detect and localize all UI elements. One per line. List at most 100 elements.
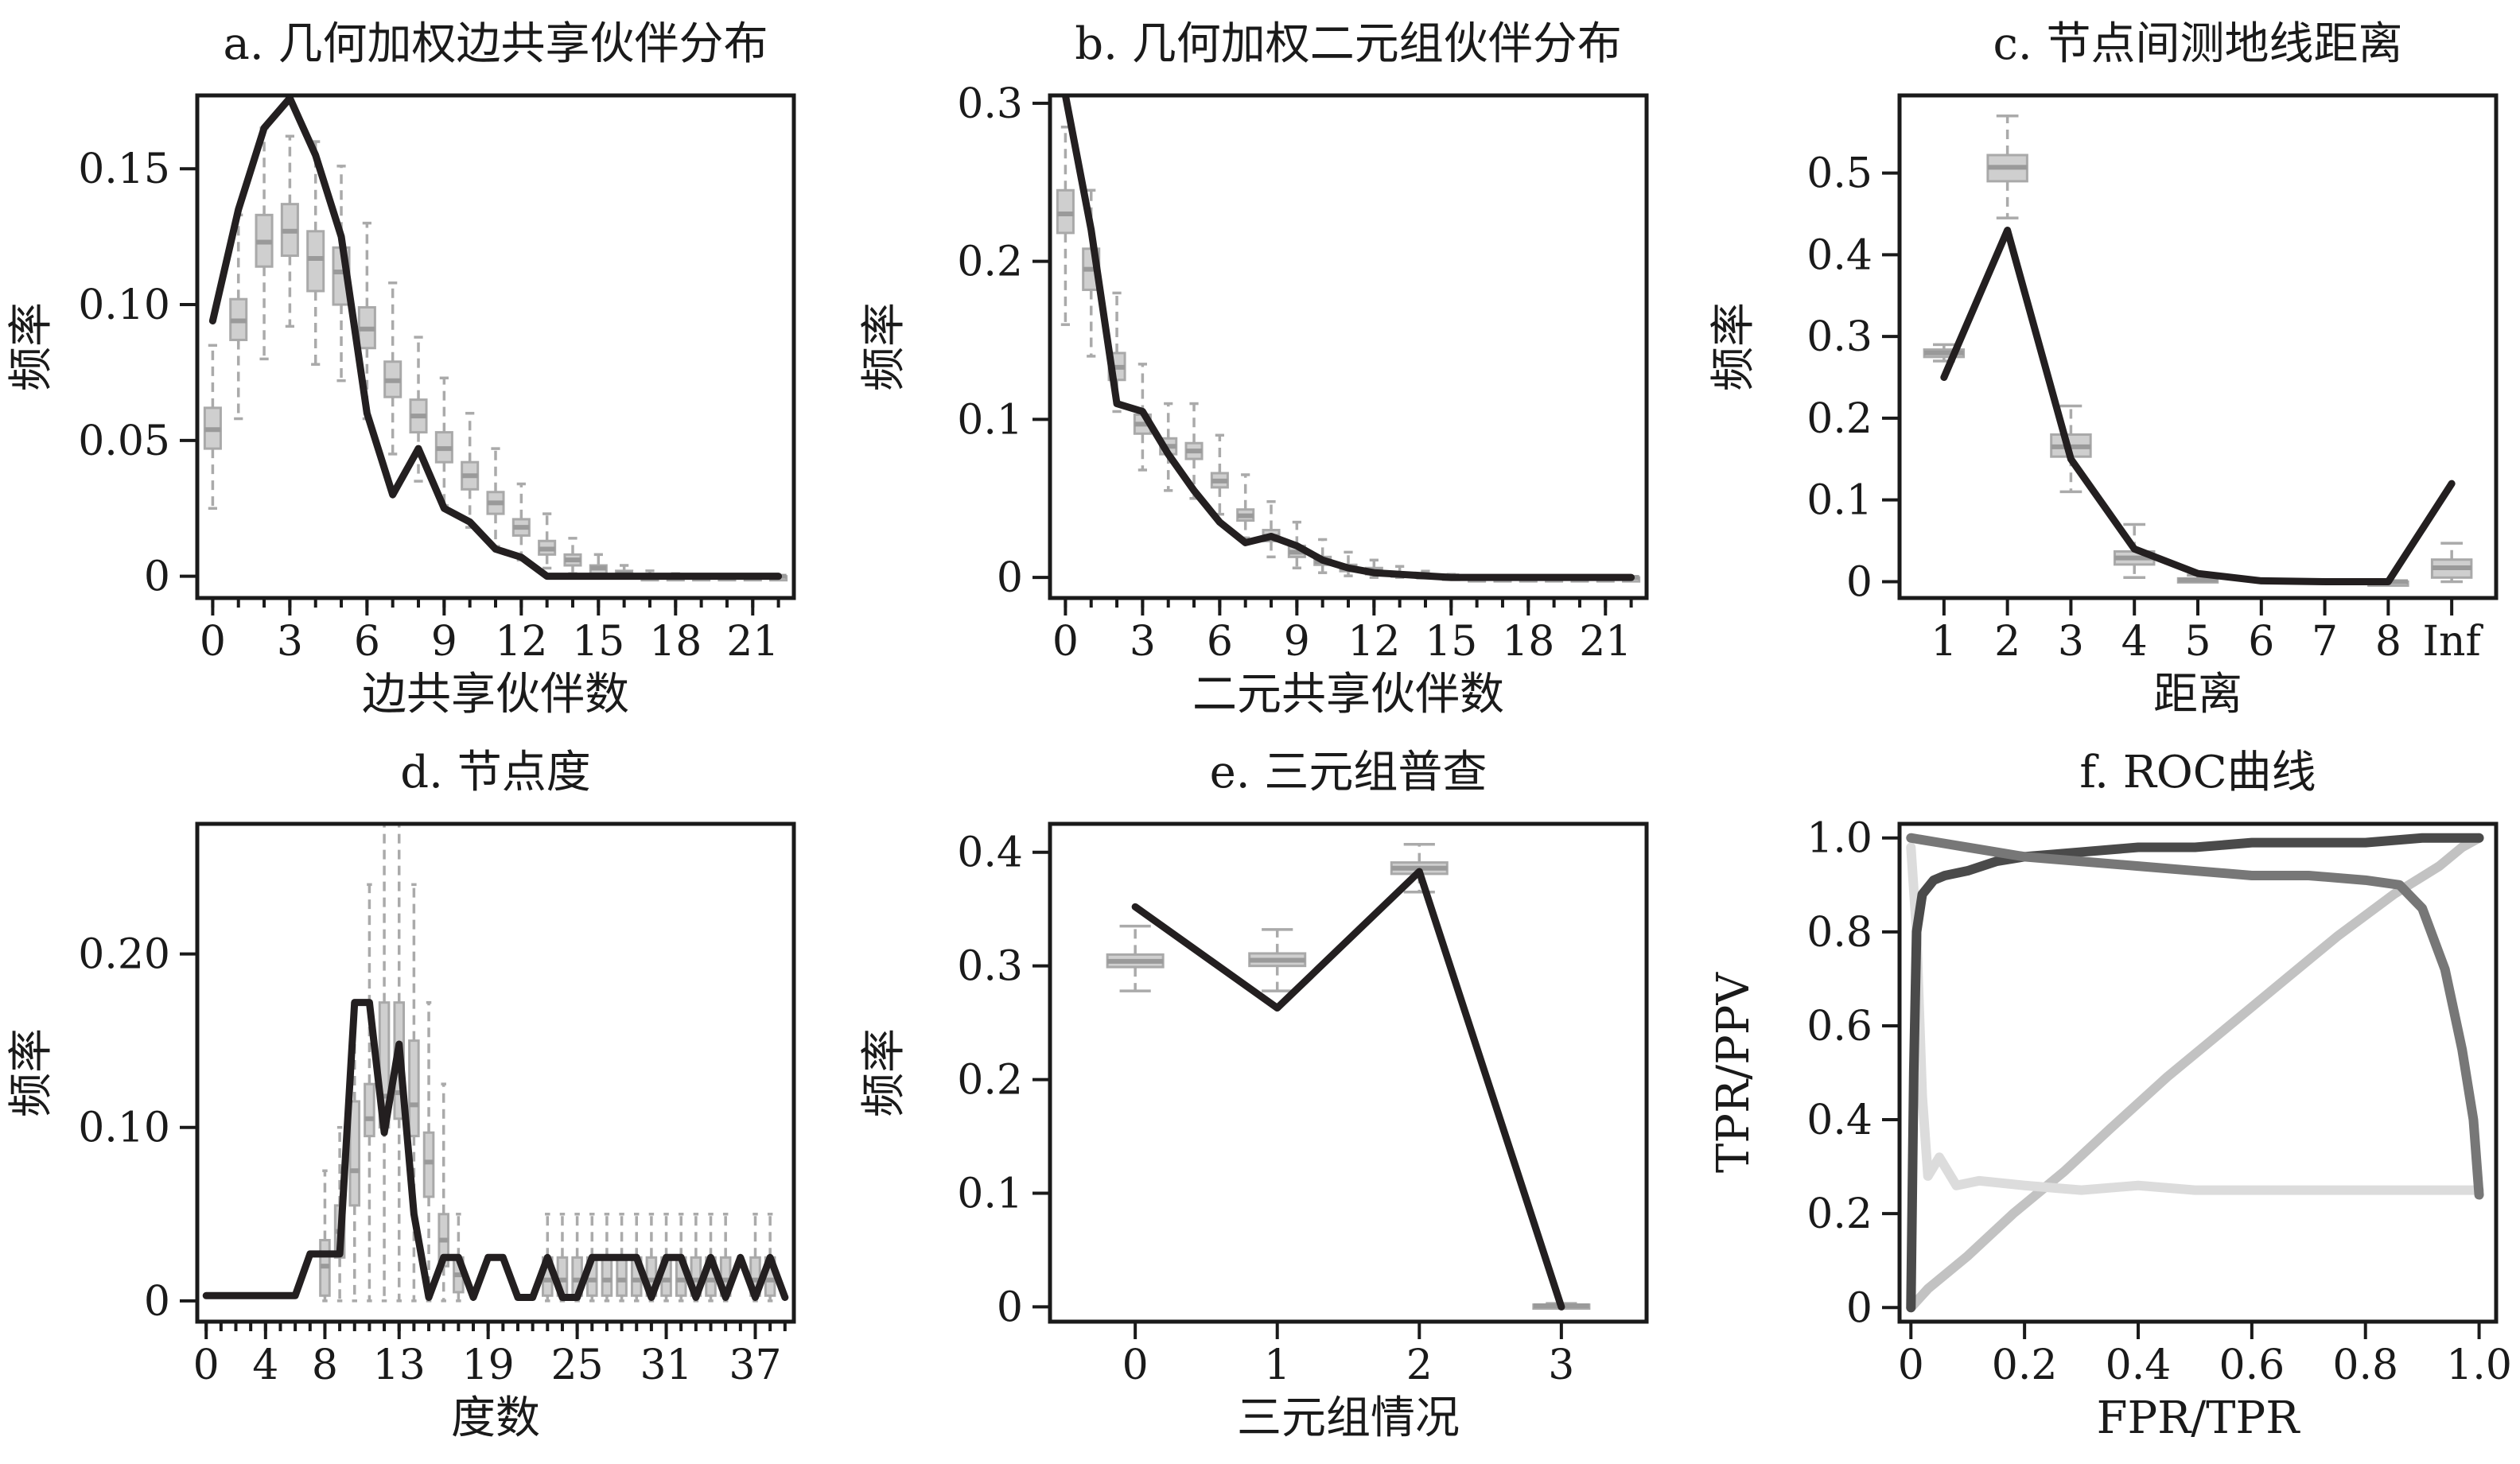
y-tick-label: 0 bbox=[144, 1278, 170, 1326]
x-tick-label: 2 bbox=[1406, 1342, 1433, 1389]
simulated-box bbox=[383, 281, 402, 456]
simulated-box bbox=[319, 1169, 331, 1303]
x-tick-label: 8 bbox=[2375, 618, 2401, 666]
y-tick-label: 0 bbox=[1846, 558, 1872, 606]
x-tick-label: 6 bbox=[354, 618, 380, 666]
x-tick-label: 19 bbox=[462, 1342, 515, 1389]
x-tick-label: 13 bbox=[373, 1342, 426, 1389]
box-iqr bbox=[364, 1082, 375, 1138]
y-tick-label: 0 bbox=[144, 553, 170, 601]
x-tick-label: 21 bbox=[726, 618, 779, 666]
x-axis-label: 三元组情况 bbox=[1237, 1392, 1460, 1444]
box-iqr bbox=[348, 1100, 361, 1207]
y-tick-label: 0.5 bbox=[1806, 150, 1872, 198]
observed-line bbox=[1061, 95, 1635, 581]
x-tick-label: 3 bbox=[1130, 618, 1156, 666]
x-tick-label: 18 bbox=[649, 618, 702, 666]
x-tick-label: 9 bbox=[1284, 618, 1310, 666]
panel-f: f. ROC曲线 FPR/TPR TPR/PPV 0 0.2 0.4 0.6 0.8 1.0 0 0… bbox=[1708, 747, 2512, 1444]
simulated-box bbox=[486, 447, 505, 548]
plot-area bbox=[1106, 842, 1591, 1311]
x-tick-label: 2 bbox=[1994, 618, 2020, 666]
plot-area bbox=[202, 824, 789, 1303]
x-tick-label: 9 bbox=[431, 618, 457, 666]
plot-frame bbox=[1048, 93, 1649, 600]
simulated-box bbox=[1056, 125, 1075, 326]
x-tick-label: 21 bbox=[1579, 618, 1631, 666]
x-tick-label: 15 bbox=[572, 618, 624, 666]
y-tick-label: 0.1 bbox=[1806, 477, 1872, 525]
simulated-box bbox=[1248, 928, 1307, 992]
observed-line bbox=[1940, 227, 2456, 585]
x-tick-label: 4 bbox=[2121, 618, 2148, 666]
panel-title: a. 几何加权边共享伙伴分布 bbox=[224, 18, 768, 70]
x-tick-label: 0.6 bbox=[2219, 1342, 2285, 1389]
plot-area bbox=[1056, 95, 1641, 583]
box-iqr bbox=[422, 1131, 435, 1198]
box-iqr bbox=[601, 1256, 613, 1297]
plot-area bbox=[1923, 114, 2473, 587]
roc-curve-1 bbox=[1906, 833, 2484, 1313]
y-axis-label: 频率 bbox=[1708, 302, 1760, 391]
y-axis-label: 频率 bbox=[858, 302, 910, 391]
simulated-box bbox=[1262, 500, 1281, 559]
plot-frame bbox=[195, 93, 796, 600]
simulated-box bbox=[511, 482, 531, 561]
plot-frame bbox=[195, 821, 796, 1324]
y-axis-label: 频率 bbox=[6, 1028, 57, 1117]
x-axis-label: 二元共享伙伴数 bbox=[1192, 669, 1504, 720]
roc-curve-3 bbox=[1906, 833, 2484, 1313]
y-tick-label: 0.8 bbox=[1806, 909, 1872, 957]
roc-curve-4 bbox=[1906, 833, 2484, 1200]
simulated-box bbox=[306, 140, 325, 366]
x-tick-label: 0 bbox=[1122, 1342, 1149, 1389]
simulated-box bbox=[1106, 924, 1165, 992]
x-tick-label: 3 bbox=[2058, 618, 2084, 666]
panel-title: f. ROC曲线 bbox=[2079, 747, 2316, 798]
x-tick-label: Inf bbox=[2423, 618, 2484, 666]
simulated-box bbox=[203, 344, 222, 511]
y-tick-label: 0.2 bbox=[1806, 1190, 1872, 1238]
box-iqr bbox=[616, 1256, 628, 1297]
observed-line bbox=[1131, 868, 1565, 1311]
plot-area bbox=[203, 95, 788, 582]
x-tick-label: 0.2 bbox=[1992, 1342, 2058, 1389]
x-tick-label: 12 bbox=[1348, 618, 1400, 666]
x-tick-label: 4 bbox=[252, 1342, 278, 1389]
x-tick-label: 18 bbox=[1502, 618, 1554, 666]
y-tick-label: 0.05 bbox=[78, 417, 170, 465]
y-tick-label: 0.1 bbox=[957, 396, 1023, 444]
simulated-box bbox=[364, 883, 375, 1303]
simulated-box bbox=[538, 512, 557, 570]
x-tick-label: 8 bbox=[312, 1342, 338, 1389]
y-tick-label: 0.2 bbox=[1806, 395, 1872, 443]
y-tick-label: 0.4 bbox=[1806, 1097, 1872, 1144]
x-tick-label: 3 bbox=[1548, 1342, 1574, 1389]
simulated-box bbox=[422, 1000, 435, 1303]
simulated-box bbox=[1210, 433, 1229, 516]
x-tick-label: 25 bbox=[551, 1342, 604, 1389]
simulated-box bbox=[280, 134, 299, 328]
y-axis-label: 频率 bbox=[858, 1028, 910, 1117]
x-tick-label: 3 bbox=[277, 618, 303, 666]
x-axis-label: 距离 bbox=[2153, 669, 2242, 720]
box-iqr bbox=[408, 1039, 420, 1138]
simulated-box bbox=[434, 376, 453, 507]
roc-curve-2 bbox=[1906, 842, 2484, 1195]
x-tick-label: 0 bbox=[1052, 618, 1079, 666]
y-tick-label: 0.2 bbox=[957, 239, 1023, 286]
simulated-box bbox=[563, 537, 582, 576]
observed-line bbox=[208, 95, 783, 581]
x-axis-label: 边共享伙伴数 bbox=[362, 669, 629, 720]
panel-title: e. 三元组普查 bbox=[1210, 747, 1488, 798]
panel-title: c. 节点间测地线距离 bbox=[1993, 18, 2403, 70]
y-axis-label: TPR/PPV bbox=[1708, 972, 1760, 1173]
simulated-box bbox=[1986, 114, 2028, 219]
simulated-box bbox=[1184, 402, 1204, 500]
